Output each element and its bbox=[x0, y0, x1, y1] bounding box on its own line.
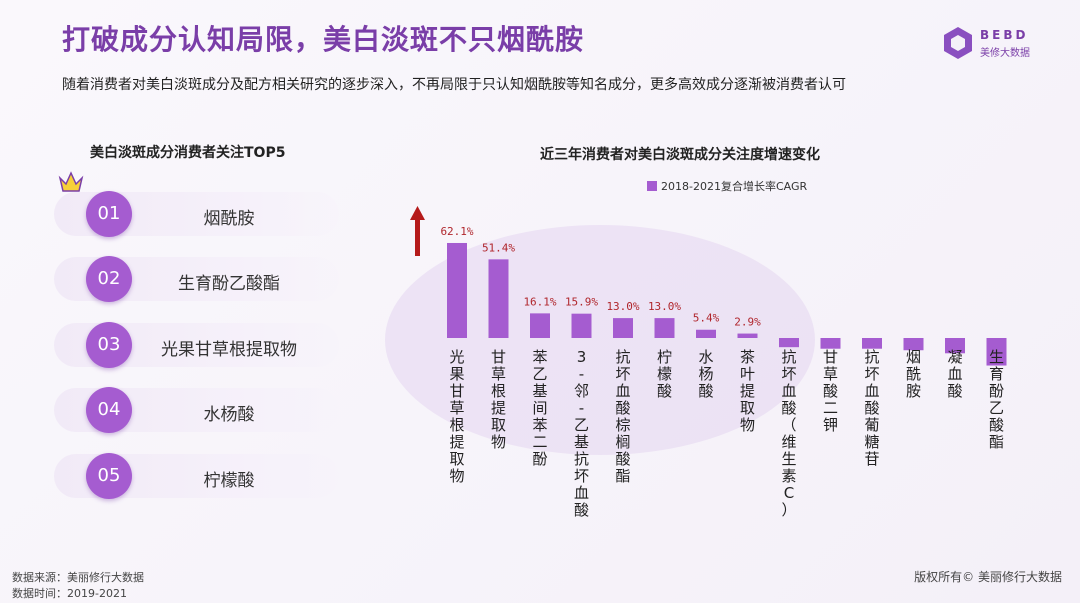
data-label: 2.9% bbox=[734, 316, 761, 329]
top5-item: 04 水杨酸 bbox=[54, 387, 339, 433]
rank-badge: 02 bbox=[86, 256, 132, 302]
category-label: 凝血酸 bbox=[947, 348, 962, 400]
data-label: 15.9% bbox=[565, 296, 598, 309]
ingredient-label: 光果甘草根提取物 bbox=[161, 340, 297, 360]
data-label: 13.0% bbox=[606, 300, 639, 313]
growth-arrow-icon bbox=[410, 206, 425, 256]
ingredient-label: 生育酚乙酸酯 bbox=[178, 274, 280, 294]
data-period: 数据时间：2019-2021 bbox=[12, 587, 127, 600]
rank-badge: 01 bbox=[86, 191, 132, 237]
top5-item: 05 柠檬酸 bbox=[54, 453, 339, 499]
rank-badge: 03 bbox=[86, 322, 132, 368]
bar bbox=[488, 259, 509, 338]
data-label: 62.1% bbox=[440, 225, 473, 238]
category-label: 抗坏血酸（维生素 C） bbox=[781, 348, 796, 519]
bar bbox=[447, 242, 467, 338]
logo-subtext: 美修大数据 bbox=[980, 48, 1030, 59]
bar bbox=[820, 338, 841, 349]
crown-icon bbox=[58, 171, 84, 192]
ingredient-label: 烟酰胺 bbox=[203, 209, 255, 229]
top5-item: 01 烟酰胺 bbox=[54, 191, 339, 237]
category-label: 生育酚乙酸酯 bbox=[989, 348, 1004, 451]
page-subtitle: 随着消费者对美白淡斑成分及配方相关研究的逐步深入，不再局限于只认知烟酰胺等知名成… bbox=[62, 77, 846, 93]
bar bbox=[613, 318, 633, 338]
category-label: 光果甘草根提取物 bbox=[449, 348, 464, 485]
category-label: 甘草酸二钾 bbox=[823, 348, 838, 434]
footer-source: 数据来源：美丽修行大数据 数据时间：2019-2021 bbox=[12, 570, 144, 602]
legend-label: 2018-2021复合增长率CAGR bbox=[661, 180, 808, 193]
category-label: 甘草根提取物 bbox=[491, 348, 506, 451]
hexagon-logo-icon bbox=[944, 27, 972, 59]
logo-text: BEBD bbox=[980, 28, 1029, 42]
category-label: 柠檬酸 bbox=[657, 348, 672, 400]
top5-title: 美白淡斑成分消费者关注TOP5 bbox=[90, 145, 286, 161]
bar bbox=[779, 338, 799, 348]
copyright: 版权所有© 美丽修行大数据 bbox=[914, 570, 1062, 584]
bar bbox=[986, 338, 1007, 366]
category-label: 苯乙基间苯二酚 bbox=[532, 348, 547, 468]
ingredient-label: 水杨酸 bbox=[203, 405, 255, 425]
data-label: 51.4% bbox=[482, 241, 515, 254]
data-label: 16.1% bbox=[523, 295, 556, 308]
chart-title: 近三年消费者对美白淡斑成分关注度增速变化 bbox=[540, 147, 820, 163]
category-label: 水杨酸 bbox=[698, 348, 713, 400]
category-label: 烟酰胺 bbox=[906, 348, 921, 400]
data-source: 数据来源：美丽修行大数据 bbox=[12, 571, 144, 584]
category-label: 抗坏血酸棕榈酸酯 bbox=[615, 348, 630, 485]
bar bbox=[571, 313, 592, 338]
bar bbox=[737, 333, 758, 338]
top5-item: 03 光果甘草根提取物 bbox=[54, 322, 339, 368]
bar bbox=[530, 313, 550, 338]
rank-badge: 04 bbox=[86, 387, 132, 433]
bar bbox=[696, 329, 716, 338]
legend-swatch bbox=[647, 181, 657, 191]
bar bbox=[903, 338, 924, 351]
ingredient-label: 柠檬酸 bbox=[203, 471, 255, 491]
category-label: 3 -邻-乙基抗坏血酸 bbox=[574, 348, 589, 519]
top5-item: 02 生育酚乙酸酯 bbox=[54, 256, 339, 302]
rank-badge: 05 bbox=[86, 453, 132, 499]
data-label: 13.0% bbox=[648, 300, 681, 313]
data-label: 5.4% bbox=[693, 312, 720, 325]
brand-logo: BEBD 美修大数据 bbox=[942, 26, 1042, 60]
category-label: 茶叶提取物 bbox=[740, 348, 755, 434]
chart-legend: 2018-2021复合增长率CAGR bbox=[647, 178, 807, 194]
bar bbox=[945, 338, 965, 354]
page-title: 打破成分认知局限，美白淡斑不只烟酰胺 bbox=[62, 23, 585, 56]
category-label: 抗坏血酸葡糖苷 bbox=[864, 348, 879, 468]
bar bbox=[862, 338, 882, 349]
bar bbox=[654, 318, 675, 338]
